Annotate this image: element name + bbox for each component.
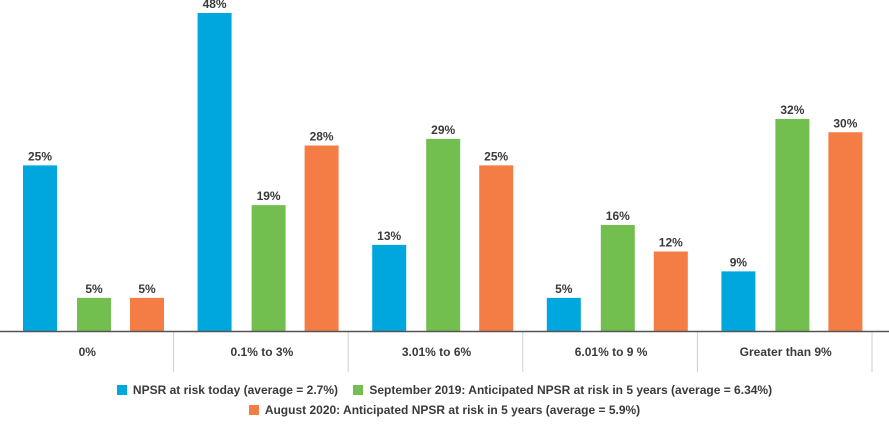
data-label: 30% bbox=[833, 116, 857, 130]
data-label: 25% bbox=[28, 149, 52, 163]
data-label: 12% bbox=[659, 236, 683, 250]
data-label: 5% bbox=[138, 282, 156, 296]
data-label: 25% bbox=[484, 149, 508, 163]
bar bbox=[600, 225, 635, 331]
legend-swatch bbox=[353, 385, 364, 395]
data-label: 9% bbox=[730, 255, 748, 269]
legend-label: September 2019: Anticipated NPSR at risk… bbox=[369, 383, 773, 397]
legend-swatch bbox=[248, 405, 259, 415]
category-label: 0% bbox=[79, 345, 97, 359]
legend-item-today: NPSR at risk today (average = 2.7%) bbox=[116, 383, 338, 397]
bar bbox=[546, 297, 581, 331]
legend-label: August 2020: Anticipated NPSR at risk in… bbox=[264, 403, 641, 417]
data-label: 32% bbox=[780, 103, 804, 117]
legend-swatch bbox=[116, 385, 127, 395]
bar-chart: 25% 5% 5% 0% 48% 19% 28% 0.1% to 3% 13% 29% 25% 3.0… bbox=[0, 0, 889, 372]
data-label: 13% bbox=[377, 229, 401, 243]
data-label: 29% bbox=[431, 123, 455, 137]
legend-label: NPSR at risk today (average = 2.7%) bbox=[132, 383, 338, 397]
legend-row-1: NPSR at risk today (average = 2.7%) Sept… bbox=[0, 383, 889, 398]
category-label: 3.01% to 6% bbox=[402, 345, 472, 359]
category-label: Greater than 9% bbox=[740, 345, 832, 359]
bar bbox=[77, 297, 111, 331]
bar bbox=[304, 145, 339, 331]
bar bbox=[426, 138, 461, 331]
bar bbox=[479, 165, 514, 331]
bar bbox=[197, 13, 232, 331]
bar bbox=[23, 165, 57, 331]
bar bbox=[721, 271, 756, 331]
data-label: 48% bbox=[203, 0, 227, 11]
data-label: 5% bbox=[555, 282, 573, 296]
legend-item-aug2020: August 2020: Anticipated NPSR at risk in… bbox=[248, 403, 641, 417]
data-label: 16% bbox=[606, 209, 630, 223]
legend-row-2: August 2020: Anticipated NPSR at risk in… bbox=[0, 403, 889, 418]
data-label: 19% bbox=[257, 189, 281, 203]
bar bbox=[653, 251, 688, 331]
data-label: 5% bbox=[85, 282, 103, 296]
data-label: 28% bbox=[310, 130, 334, 144]
bar bbox=[372, 244, 407, 331]
category-label: 6.01% to 9 % bbox=[575, 345, 648, 359]
bar bbox=[130, 297, 164, 331]
category-label: 0.1% to 3% bbox=[231, 345, 294, 359]
bar bbox=[775, 119, 810, 331]
bar bbox=[251, 205, 286, 331]
bar bbox=[828, 132, 863, 331]
legend-item-sep2019: September 2019: Anticipated NPSR at risk… bbox=[353, 383, 772, 397]
